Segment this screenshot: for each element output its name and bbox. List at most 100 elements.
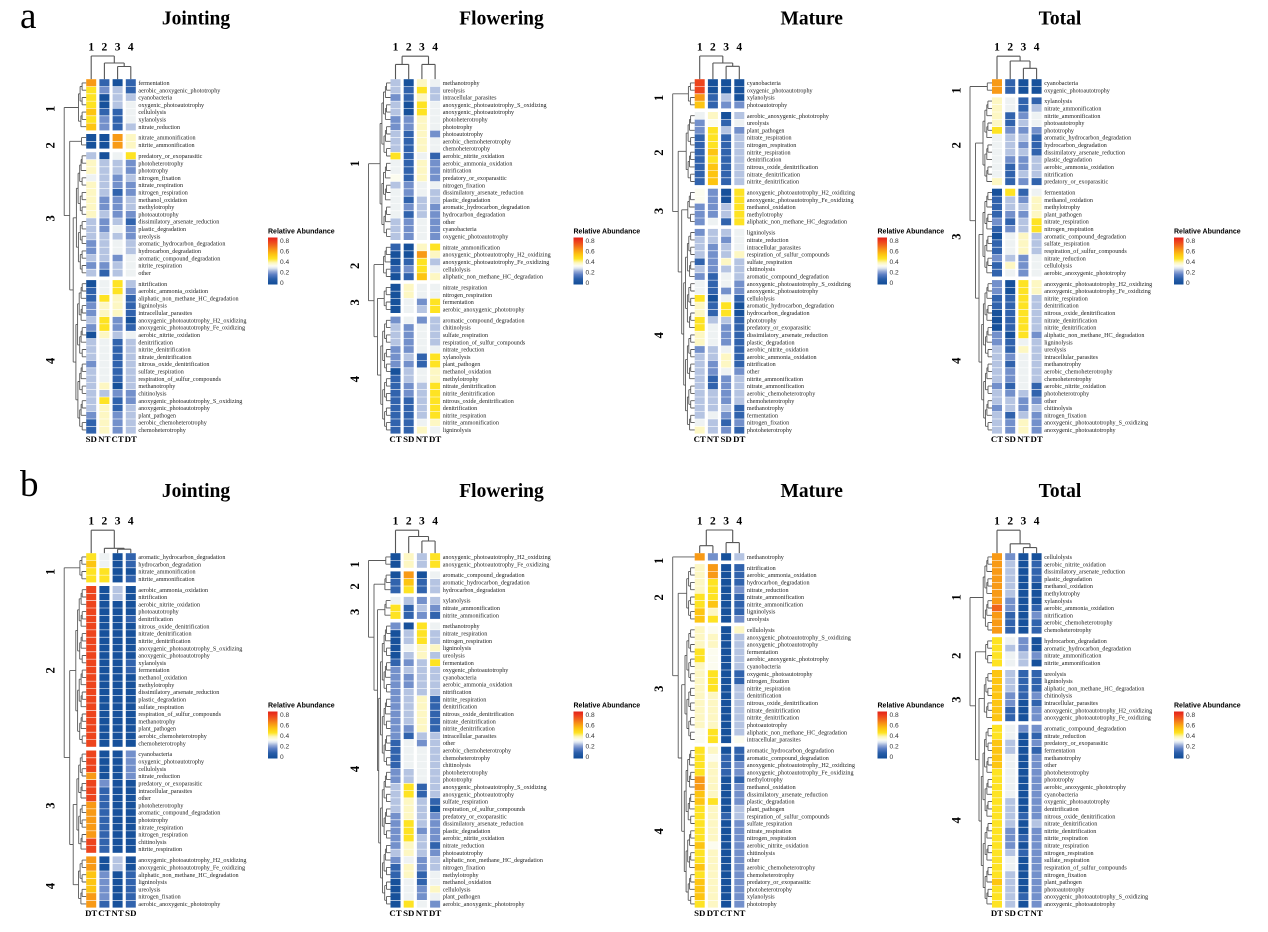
- svg-text:anoxygenic_photoautotrophy_Fe_: anoxygenic_photoautotrophy_Fe_oxidizing: [138, 866, 245, 872]
- svg-text:ligninolysis: ligninolysis: [1044, 340, 1073, 346]
- svg-text:methanol_oxidation: methanol_oxidation: [443, 370, 492, 376]
- svg-text:nitrogen_respiration: nitrogen_respiration: [747, 836, 796, 842]
- svg-text:3: 3: [950, 696, 964, 702]
- svg-text:nitrification: nitrification: [1044, 171, 1073, 178]
- svg-text:predatory_or_exoparasitic: predatory_or_exoparasitic: [138, 154, 202, 160]
- svg-text:xylanolysis: xylanolysis: [138, 118, 166, 124]
- svg-text:anoxygenic_photoautotrophy_S_o: anoxygenic_photoautotrophy_S_oxidizing: [138, 399, 242, 405]
- svg-text:0: 0: [1186, 754, 1190, 761]
- svg-text:cellulolysis: cellulolysis: [747, 628, 775, 634]
- svg-text:DT: DT: [707, 908, 719, 918]
- svg-text:nitrate_denitrification: nitrate_denitrification: [747, 171, 800, 178]
- svg-text:methanotrophy: methanotrophy: [443, 81, 481, 87]
- svg-text:2: 2: [406, 42, 412, 54]
- svg-text:2: 2: [652, 594, 666, 600]
- svg-text:photoheterotrophy: photoheterotrophy: [1044, 770, 1090, 776]
- svg-text:0.2: 0.2: [890, 270, 899, 277]
- svg-text:photoheterotrophy: photoheterotrophy: [747, 428, 793, 434]
- svg-text:aerobic_ammonia_oxidation: aerobic_ammonia_oxidation: [443, 683, 513, 689]
- svg-text:anoxygenic_photoautotrophy_Fe_: anoxygenic_photoautotrophy_Fe_oxidizing: [747, 770, 854, 776]
- svg-text:Relative Abundance: Relative Abundance: [574, 229, 641, 236]
- svg-text:nitrite_denitrification: nitrite_denitrification: [443, 391, 495, 398]
- svg-text:chemoheterotrophy: chemoheterotrophy: [1044, 377, 1092, 383]
- svg-text:0.8: 0.8: [890, 238, 899, 245]
- svg-text:3: 3: [652, 208, 666, 214]
- svg-text:SD: SD: [403, 434, 414, 444]
- svg-text:aerobic_chemoheterotrophy: aerobic_chemoheterotrophy: [747, 392, 816, 398]
- svg-text:nitrite_denitrification: nitrite_denitrification: [1044, 828, 1096, 835]
- svg-text:CT: CT: [991, 434, 1003, 444]
- svg-text:DT: DT: [429, 434, 441, 444]
- svg-text:anoxygenic_photoautotrophy_H2_: anoxygenic_photoautotrophy_H2_oxidizing: [443, 555, 551, 561]
- svg-text:photoheterotrophy: photoheterotrophy: [443, 770, 489, 776]
- svg-text:nitrous_oxide_denitrification: nitrous_oxide_denitrification: [138, 623, 209, 630]
- svg-text:4: 4: [1034, 42, 1040, 54]
- svg-text:nitrous_oxide_denitrification: nitrous_oxide_denitrification: [747, 700, 818, 707]
- svg-text:nitrification: nitrification: [747, 361, 776, 368]
- svg-text:fermentation: fermentation: [1044, 190, 1075, 197]
- svg-text:photoautotrophy: photoautotrophy: [1044, 887, 1085, 893]
- svg-text:cyanobacteria: cyanobacteria: [1044, 792, 1078, 798]
- svg-text:plastic_degradation: plastic_degradation: [1044, 577, 1092, 583]
- svg-text:1: 1: [44, 106, 58, 112]
- svg-text:aerobic_ammonia_oxidation: aerobic_ammonia_oxidation: [1044, 606, 1114, 612]
- svg-text:nitrate_ammonification: nitrate_ammonification: [138, 135, 195, 142]
- svg-text:nitrite_ammonification: nitrite_ammonification: [1044, 113, 1100, 120]
- svg-text:plant_pathogen: plant_pathogen: [443, 362, 481, 368]
- svg-text:aromatic_compound_degradation: aromatic_compound_degradation: [1044, 727, 1126, 733]
- svg-text:nitrogen_respiration: nitrogen_respiration: [443, 293, 492, 299]
- svg-text:photoheterotrophy: photoheterotrophy: [747, 887, 793, 893]
- svg-text:aerobic_ammonia_oxidation: aerobic_ammonia_oxidation: [747, 573, 817, 579]
- svg-text:1: 1: [44, 569, 58, 575]
- svg-text:0.6: 0.6: [280, 722, 289, 729]
- svg-text:anoxygenic_photoautotrophy_H2_: anoxygenic_photoautotrophy_H2_oxidizing: [747, 763, 855, 769]
- svg-text:anoxygenic_photoautotrophy: anoxygenic_photoautotrophy: [747, 289, 819, 295]
- svg-text:Relative Abundance: Relative Abundance: [268, 703, 335, 710]
- svg-text:aerobic_chemoheterotrophy: aerobic_chemoheterotrophy: [1044, 621, 1113, 627]
- svg-text:4: 4: [128, 42, 134, 54]
- svg-text:respiration_of_sulfur_compound: respiration_of_sulfur_compounds: [747, 252, 830, 259]
- svg-text:nitrogen_fixation: nitrogen_fixation: [138, 894, 180, 901]
- svg-text:photoheterotrophy: photoheterotrophy: [138, 803, 184, 809]
- svg-text:phototrophy: phototrophy: [747, 902, 778, 908]
- svg-text:0: 0: [280, 280, 284, 287]
- svg-text:DT: DT: [733, 434, 745, 444]
- svg-text:other: other: [443, 220, 456, 226]
- svg-text:1: 1: [393, 516, 399, 528]
- svg-text:photoheterotrophy: photoheterotrophy: [138, 161, 184, 167]
- svg-text:nitrogen_fixation: nitrogen_fixation: [443, 865, 485, 872]
- svg-text:xylanolysis: xylanolysis: [1044, 99, 1072, 105]
- svg-text:phototrophy: phototrophy: [1044, 778, 1075, 784]
- svg-text:respiration_of_sulfur_compound: respiration_of_sulfur_compounds: [747, 813, 830, 820]
- svg-text:fermentation: fermentation: [138, 667, 169, 674]
- svg-text:phototrophy: phototrophy: [138, 169, 169, 175]
- svg-text:0.8: 0.8: [586, 238, 595, 245]
- svg-text:plastic_degradation: plastic_degradation: [443, 829, 491, 835]
- svg-text:denitrification: denitrification: [1044, 806, 1079, 813]
- svg-text:3: 3: [723, 516, 729, 528]
- svg-text:denitrification: denitrification: [443, 405, 478, 412]
- svg-text:0.6: 0.6: [280, 248, 289, 255]
- svg-text:NT: NT: [98, 434, 110, 444]
- svg-text:0.6: 0.6: [890, 722, 899, 729]
- svg-text:phototrophy: phototrophy: [443, 125, 474, 131]
- svg-text:hydrocarbon_degradation: hydrocarbon_degradation: [138, 249, 201, 255]
- svg-text:nitrate_denitrification: nitrate_denitrification: [443, 383, 496, 390]
- svg-text:methylotrophy: methylotrophy: [1044, 205, 1081, 211]
- svg-text:0.2: 0.2: [890, 744, 899, 751]
- svg-text:predatory_or_exoparasitic: predatory_or_exoparasitic: [443, 814, 507, 820]
- svg-text:xylanolysis: xylanolysis: [1044, 599, 1072, 605]
- svg-text:0.4: 0.4: [890, 733, 899, 740]
- svg-text:predatory_or_exoparasitic: predatory_or_exoparasitic: [747, 326, 811, 332]
- svg-text:0: 0: [586, 754, 590, 761]
- svg-text:anoxygenic_photoautotrophy_S_o: anoxygenic_photoautotrophy_S_oxidizing: [138, 646, 242, 652]
- svg-text:SD: SD: [1005, 434, 1016, 444]
- svg-text:4: 4: [348, 375, 362, 382]
- svg-text:fermentation: fermentation: [747, 412, 778, 419]
- svg-text:photoautotrophy: photoautotrophy: [443, 851, 484, 857]
- svg-text:anoxygenic_photoautotrophy_Fe_: anoxygenic_photoautotrophy_Fe_oxidizing: [443, 562, 550, 568]
- svg-text:Relative Abundance: Relative Abundance: [878, 229, 945, 236]
- svg-text:aromatic_hydrocarbon_degradati: aromatic_hydrocarbon_degradation: [138, 555, 225, 561]
- svg-text:dissimilatory_arsenate_reducti: dissimilatory_arsenate_reduction: [1044, 570, 1125, 576]
- svg-text:methanotrophy: methanotrophy: [747, 406, 785, 412]
